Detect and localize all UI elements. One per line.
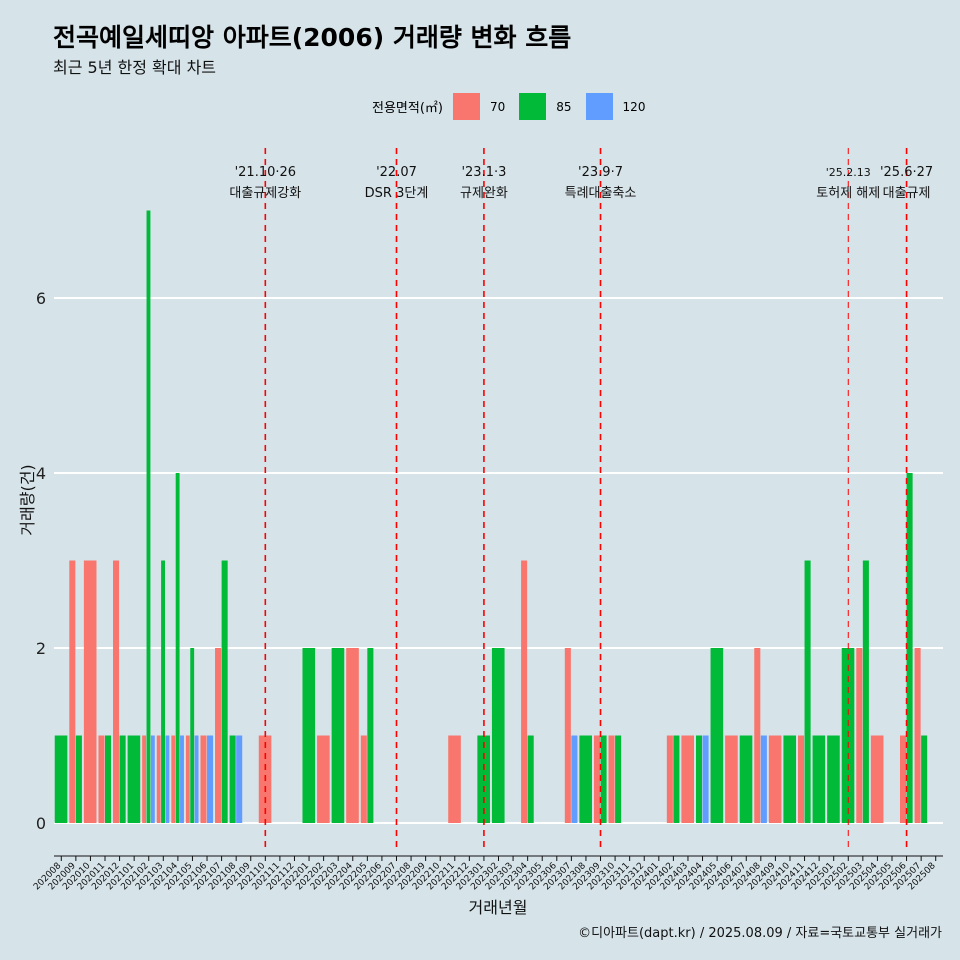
bar-202008-85 bbox=[54, 735, 68, 823]
event-label-202309: 특례대출축소 bbox=[565, 186, 637, 201]
bar-202201-85 bbox=[302, 648, 316, 823]
bar-202309-85 bbox=[600, 735, 607, 823]
bar-202105-70 bbox=[185, 735, 190, 823]
bar-202402-70 bbox=[666, 735, 673, 823]
bar-202106-70 bbox=[200, 735, 207, 823]
event-date-202506: '25.6·27 bbox=[880, 165, 933, 180]
bar-202105-120 bbox=[194, 735, 199, 823]
bar-202102-85 bbox=[146, 210, 151, 823]
legend-label-120: 120 bbox=[622, 99, 646, 114]
bar-202503-85 bbox=[862, 560, 869, 823]
bar-202404-120 bbox=[702, 735, 709, 823]
event-date-202502: '25.2.13 bbox=[826, 166, 871, 179]
bar-202211-70 bbox=[448, 735, 461, 823]
bar-202108-85 bbox=[229, 735, 236, 823]
bar-202302-85 bbox=[491, 648, 505, 823]
bar-202410-85 bbox=[783, 735, 797, 823]
bar-202104-70 bbox=[171, 735, 176, 823]
bar-202307-120 bbox=[571, 735, 578, 823]
y-tick-label: 0 bbox=[36, 814, 46, 833]
bar-202411-85 bbox=[804, 560, 811, 823]
legend-label-85: 85 bbox=[556, 99, 572, 114]
bar-202408-120 bbox=[760, 735, 767, 823]
bar-202011-85 bbox=[105, 735, 112, 823]
bar-202402-85 bbox=[673, 735, 680, 823]
y-tick-label: 2 bbox=[36, 639, 46, 658]
bar-202504-70 bbox=[870, 735, 884, 823]
event-label-202502: 토허제 해제 bbox=[816, 186, 880, 201]
legend-key-120 bbox=[585, 93, 613, 120]
bar-202012-85 bbox=[119, 735, 126, 823]
y-tick-label: 6 bbox=[36, 289, 46, 308]
source-caption: ©디아파트(dapt.kr) / 2025.08.09 / 자료=국토교통부 실… bbox=[578, 926, 942, 941]
bar-202102-120 bbox=[150, 735, 155, 823]
bar-202411-70 bbox=[797, 735, 805, 823]
bar-202507-85 bbox=[921, 735, 928, 823]
bar-202205-70 bbox=[360, 735, 367, 823]
bar-202202-70 bbox=[317, 735, 330, 823]
bar-202012-70 bbox=[113, 560, 120, 823]
bar-202107-85 bbox=[221, 560, 228, 823]
bar-202009-70 bbox=[69, 560, 76, 823]
bar-202405-85 bbox=[710, 648, 724, 823]
bar-202205-85 bbox=[367, 648, 374, 823]
bar-202204-70 bbox=[346, 648, 359, 823]
event-date-202301: '23.1·3 bbox=[461, 165, 506, 180]
bar-202103-70 bbox=[156, 735, 161, 823]
event-date-202309: '23.9·7 bbox=[578, 165, 623, 180]
bar-202009-85 bbox=[75, 735, 82, 823]
bar-202102-70 bbox=[142, 735, 147, 823]
bar-202203-85 bbox=[331, 648, 345, 823]
bar-202404-85 bbox=[695, 735, 703, 823]
legend-label-70: 70 bbox=[489, 99, 506, 114]
bar-202108-120 bbox=[236, 735, 243, 823]
bar-202011-70 bbox=[98, 735, 105, 823]
chart-title: 전곡예일세띠앙 아파트(2006) 거래량 변화 흐름 bbox=[53, 23, 572, 52]
bar-202403-70 bbox=[681, 735, 695, 823]
bar-202501-85 bbox=[827, 735, 840, 823]
event-label-202301: 규제완화 bbox=[460, 186, 508, 201]
event-label-202506: 대출규제 bbox=[883, 186, 931, 201]
bar-202408-70 bbox=[754, 648, 761, 823]
bar-202310-85 bbox=[615, 735, 622, 823]
bar-202309-70 bbox=[593, 735, 601, 823]
bar-202412-85 bbox=[812, 735, 826, 823]
bar-202406-70 bbox=[725, 735, 738, 823]
bar-202307-70 bbox=[564, 648, 571, 823]
event-date-202207: '22.07 bbox=[376, 165, 417, 180]
y-axis-title: 거래량(건) bbox=[18, 464, 37, 535]
bar-202101-85 bbox=[127, 735, 141, 823]
bar-202308-85 bbox=[579, 735, 593, 823]
bar-202304-70 bbox=[521, 560, 528, 823]
bar-202310-70 bbox=[608, 735, 615, 823]
event-label-202207: DSR 3단계 bbox=[365, 186, 429, 201]
y-tick-label: 4 bbox=[36, 464, 46, 483]
bar-202507-70 bbox=[914, 648, 921, 823]
bar-202103-120 bbox=[165, 735, 170, 823]
bar-202506-70 bbox=[900, 735, 907, 823]
bar-202506-85 bbox=[906, 473, 913, 823]
bar-202304-85 bbox=[527, 735, 534, 823]
bar-202409-70 bbox=[768, 735, 782, 823]
bar-202106-120 bbox=[207, 735, 214, 823]
legend-title: 전용면적(㎡) bbox=[372, 101, 443, 116]
bar-202107-70 bbox=[215, 648, 222, 823]
bar-202105-85 bbox=[190, 648, 195, 823]
bar-202104-85 bbox=[175, 473, 180, 823]
bar-202104-120 bbox=[180, 735, 184, 823]
legend-key-85 bbox=[519, 93, 547, 120]
legend-key-70 bbox=[452, 93, 480, 120]
legend: 전용면적(㎡) 70 85 120 bbox=[372, 93, 659, 120]
event-label-202110: 대출규제강화 bbox=[229, 186, 301, 201]
event-date-202110: '21.10·26 bbox=[235, 165, 296, 180]
chart-subtitle: 최근 5년 한정 확대 차트 bbox=[53, 58, 217, 77]
bar-202103-85 bbox=[161, 560, 165, 823]
bar-202407-85 bbox=[739, 735, 753, 823]
bar-202010-70 bbox=[83, 560, 97, 823]
bar-202503-70 bbox=[856, 648, 863, 823]
x-axis-title: 거래년월 bbox=[469, 898, 528, 917]
